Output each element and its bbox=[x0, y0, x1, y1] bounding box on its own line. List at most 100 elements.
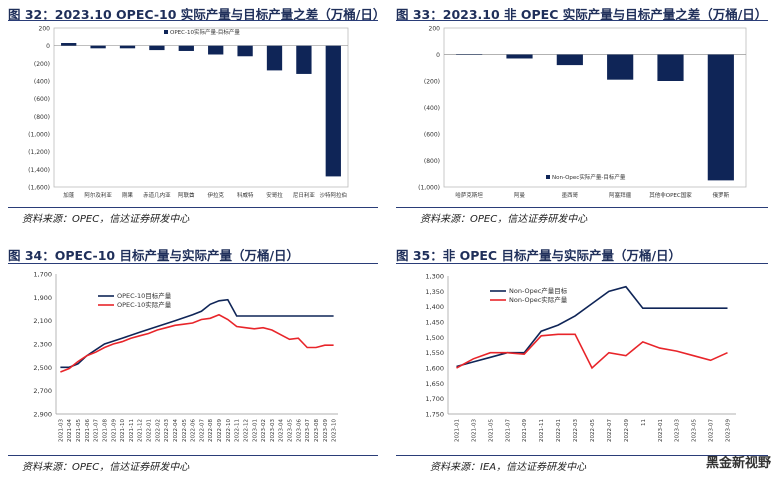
bar bbox=[456, 54, 483, 55]
series-line bbox=[456, 285, 728, 368]
x-tick-label: 2022-09 bbox=[624, 419, 630, 442]
x-tick-label: 2021-08 bbox=[102, 419, 108, 442]
x-tick-label: 2021-11 bbox=[129, 419, 135, 442]
x-tick-label: 2021-11 bbox=[539, 419, 545, 442]
plot-frame bbox=[443, 27, 747, 188]
bar bbox=[296, 45, 312, 74]
legend-label: Non-Opec实际产量-目标产量 bbox=[552, 173, 626, 181]
title-rule bbox=[8, 20, 378, 21]
y-tick-label: (1,000) bbox=[28, 132, 50, 139]
y-tick-label: 1,450 bbox=[425, 319, 444, 327]
x-tick-label: 2023-05 bbox=[692, 419, 698, 442]
x-tick-label: 2021-05 bbox=[76, 419, 82, 442]
x-tick-label: 刚果 bbox=[122, 191, 134, 199]
bar-chart-nonopec-diff: 200 0 (200) (400) (600) (800) (1,000) 哈萨克斯坦 阿曼 墨西… bbox=[418, 26, 747, 199]
line-chart-nonopec: 1,300 1,350 1,400 1,450 1,500 1,550 1,600 1,650… bbox=[425, 273, 736, 442]
x-tick-label: 阿曼 bbox=[514, 191, 526, 199]
bar bbox=[208, 45, 224, 55]
x-tick-label: 2022-01 bbox=[556, 419, 562, 442]
y-tick-label: 0 bbox=[436, 52, 440, 59]
bar-chart-opec10-diff: 200 0 (200) (400) (600) (800) (1,000) (1,200) (1… bbox=[28, 26, 349, 199]
y-tick-label: 1,700 bbox=[425, 395, 444, 403]
x-tick-label: 2021-06 bbox=[85, 419, 91, 442]
x-tick-label: 2021-05 bbox=[488, 419, 494, 442]
title-rule bbox=[396, 20, 768, 21]
y-tick-label: 200 bbox=[429, 26, 441, 33]
x-tick-label: 2023-03 bbox=[675, 419, 681, 442]
x-tick-label: 2021-03 bbox=[471, 419, 477, 442]
x-tick-label: 2022-03 bbox=[164, 419, 170, 442]
x-tick-label: 2023-10 bbox=[332, 419, 338, 442]
source-rule bbox=[8, 455, 378, 456]
y-tick-label: (1,600) bbox=[28, 185, 50, 192]
x-tick-label: 2021-01 bbox=[454, 419, 460, 442]
series-line bbox=[60, 313, 334, 373]
legend-label: Non-Opec实际产量 bbox=[509, 295, 568, 304]
y-tick-label: (400) bbox=[34, 79, 50, 86]
legend-swatch bbox=[546, 175, 550, 179]
bar bbox=[707, 54, 734, 181]
y-tick-label: 1,900 bbox=[33, 294, 52, 302]
x-tick-label: 2022-08 bbox=[208, 419, 214, 442]
x-tick-label: 11 bbox=[641, 419, 647, 426]
x-tick-label: 哈萨克斯坦 bbox=[455, 191, 483, 199]
x-tick-label: 2023-03 bbox=[270, 419, 276, 442]
y-tick-label: 1,700 bbox=[33, 271, 52, 279]
x-tick-label: 尼日利亚 bbox=[293, 191, 316, 199]
x-tick-label: 2023-09 bbox=[323, 419, 329, 442]
panel-title: 图 33：2023.10 非 OPEC 实际产量与目标产量之差（万桶/日） bbox=[396, 7, 768, 22]
y-tick-label: 1,350 bbox=[425, 288, 444, 296]
y-tick-label: (200) bbox=[424, 79, 440, 86]
x-tick-label: 科威特 bbox=[237, 191, 254, 199]
x-tick-label: 加蓬 bbox=[63, 191, 75, 199]
panel-title: 图 35：非 OPEC 目标产量与实际产量（万桶/日） bbox=[396, 248, 682, 263]
watermark-logo: 黑金新视野 bbox=[705, 456, 771, 471]
x-tick-label: 2021-07 bbox=[505, 419, 511, 442]
y-tick-label: 2,700 bbox=[33, 387, 52, 395]
x-tick-label: 2022-03 bbox=[573, 419, 579, 442]
source-rule bbox=[396, 455, 768, 456]
y-tick-label: 0 bbox=[46, 43, 50, 50]
x-tick-label: 2021-07 bbox=[94, 419, 100, 442]
source-note: 资料来源：OPEC，信达证券研发中心 bbox=[420, 214, 588, 225]
bar bbox=[506, 54, 533, 59]
y-tick-label: (1,200) bbox=[28, 149, 50, 156]
x-tick-label: 2021-09 bbox=[522, 419, 528, 442]
x-tick-label: 2022-07 bbox=[607, 419, 613, 442]
legend-label: OPEC-10实际产量-目标产量 bbox=[170, 28, 240, 36]
y-tick-label: 1,650 bbox=[425, 380, 444, 388]
x-tick-label: 2021-10 bbox=[120, 419, 126, 442]
y-tick-label: (600) bbox=[424, 132, 440, 139]
bar bbox=[556, 54, 583, 66]
x-tick-label: 墨西哥 bbox=[562, 192, 579, 199]
x-tick-label: 2023-04 bbox=[279, 419, 285, 442]
x-tick-label: 2023-02 bbox=[261, 419, 267, 442]
x-tick-label: 2023-05 bbox=[288, 419, 294, 442]
y-tick-label: 1,400 bbox=[425, 303, 444, 311]
source-rule bbox=[8, 207, 378, 208]
legend-label: Non-Opec产量目标 bbox=[509, 286, 568, 295]
bar bbox=[178, 45, 194, 51]
y-tick-label: 1,500 bbox=[425, 334, 444, 342]
legend-label: OPEC-10目标产量 bbox=[117, 291, 172, 300]
y-tick-label: 2,300 bbox=[33, 341, 52, 349]
source-rule bbox=[396, 207, 768, 208]
legend-swatch bbox=[164, 30, 168, 34]
series-line bbox=[456, 333, 728, 370]
y-tick-label: (600) bbox=[34, 96, 50, 103]
y-tick-label: (800) bbox=[34, 114, 50, 121]
y-tick-label: 2,100 bbox=[33, 317, 52, 325]
y-tick-label: (1,400) bbox=[28, 167, 50, 174]
y-tick-label: 1,600 bbox=[425, 365, 444, 373]
x-tick-label: 2022-04 bbox=[173, 419, 179, 442]
x-tick-label: 俄罗斯 bbox=[713, 191, 730, 199]
x-tick-label: 其他非OPEC国家 bbox=[649, 191, 692, 199]
title-rule bbox=[396, 263, 768, 264]
x-tick-label: 2023-09 bbox=[726, 419, 732, 442]
bar bbox=[325, 45, 341, 177]
x-tick-label: 2022-07 bbox=[199, 419, 205, 442]
y-tick-label: 2,500 bbox=[33, 364, 52, 372]
x-tick-label: 2021-03 bbox=[58, 419, 64, 442]
x-tick-label: 2022-05 bbox=[182, 419, 188, 442]
x-tick-label: 2021-04 bbox=[67, 419, 73, 442]
